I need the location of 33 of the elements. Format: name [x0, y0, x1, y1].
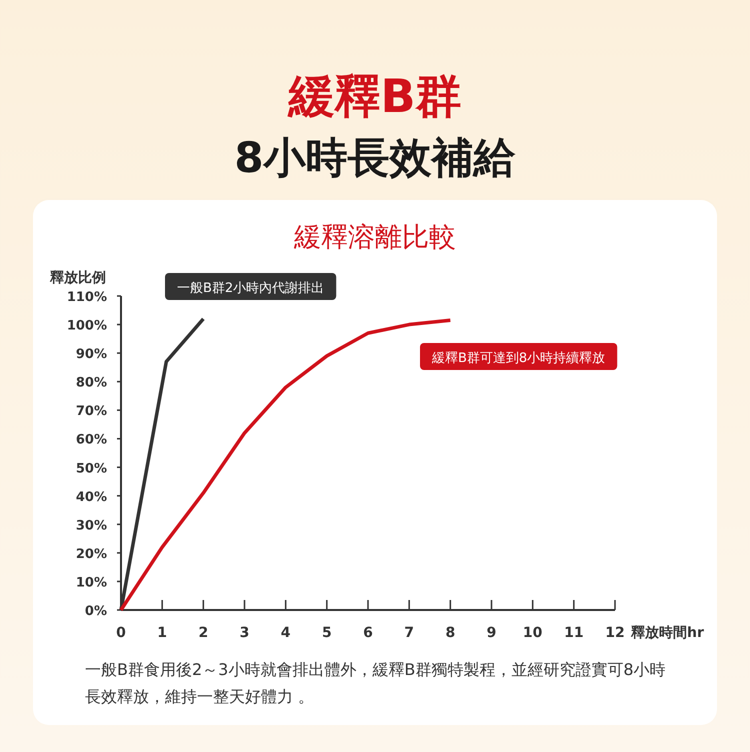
y-tick-label: 110% [66, 290, 107, 305]
chart-subtitle: 8小時長效補給 [234, 133, 517, 182]
y-tick-label: 90% [76, 347, 107, 362]
text: 緩釋B群可達到8小時持續釋放 [431, 351, 606, 366]
y-tick-label: 100% [66, 318, 107, 334]
x-tick-label: 12 [605, 625, 625, 641]
y-tick-label: 40% [76, 490, 107, 505]
y-tick-label: 50% [76, 461, 107, 476]
x-tick-label: 8 [445, 625, 456, 641]
x-tick-label: 4 [280, 625, 291, 641]
x-tick-label: 1 [157, 625, 168, 641]
y-tick-label: 60% [76, 432, 107, 448]
y-tick-label: 30% [76, 518, 107, 534]
x-tick-label: 6 [363, 625, 373, 641]
x-tick-label: 9 [486, 625, 496, 641]
y-tick-label: 20% [76, 546, 107, 562]
chart-title: 緩釋B群 [286, 69, 462, 123]
x-tick-label: 2 [198, 625, 208, 641]
text: 一般B群食用後2～3小時就會排出體外，緩釋B群獨特製程，並經研究證實可8小時長效釋放，維持一整天好體力 。 [85, 659, 666, 708]
x-tick-label: 3 [240, 625, 250, 641]
x-tick-label: 5 [322, 625, 332, 641]
y-tick-label: 70% [76, 404, 107, 420]
text: 緩釋溶離比較 [293, 222, 456, 253]
x-tick-label: 0 [116, 625, 126, 641]
y-tick-label: 80% [76, 376, 107, 391]
x-tick-label: 7 [404, 625, 414, 641]
y-axis-title: 釋放比例 [49, 270, 106, 286]
y-tick-label: 10% [76, 575, 107, 590]
y-tick-label: 0% [84, 604, 107, 619]
text: 一般B群2小時內代謝排出 [177, 281, 324, 296]
x-tick-label: 11 [564, 625, 584, 641]
x-tick-label: 10 [522, 625, 543, 641]
x-axis-title: 釋放時間hr [630, 625, 704, 641]
